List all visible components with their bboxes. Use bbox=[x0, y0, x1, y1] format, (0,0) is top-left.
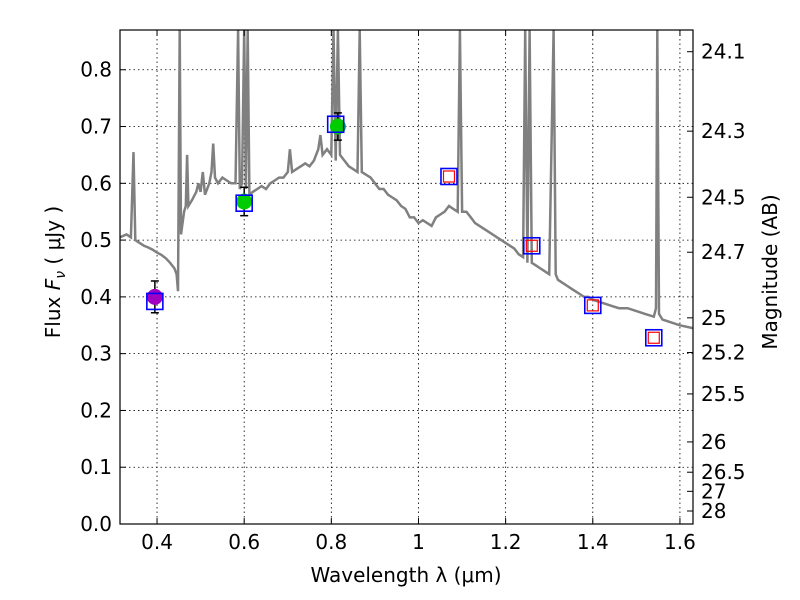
x-tick-label: 1.4 bbox=[577, 530, 609, 554]
y-axis-title-prefix: Flux bbox=[41, 290, 65, 338]
right-tick-label: 26 bbox=[701, 430, 726, 454]
right-tick-label: 26.5 bbox=[701, 460, 746, 484]
y-tick-label: 0.1 bbox=[80, 455, 112, 479]
y-tick-label: 0.2 bbox=[80, 398, 112, 422]
y-axis-title: Flux Fν ( μJy ) bbox=[41, 206, 69, 338]
predicted-point-square bbox=[525, 239, 538, 252]
right-tick-label: 24.7 bbox=[701, 240, 746, 264]
y-tick-label: 0.5 bbox=[80, 228, 112, 252]
model-photometry-square bbox=[644, 328, 663, 347]
right-tick-label: 25.2 bbox=[701, 341, 746, 365]
model-photometry-square bbox=[235, 194, 253, 212]
right-tick-label: 25.5 bbox=[701, 382, 746, 406]
y-tick-label: 0.0 bbox=[80, 512, 112, 536]
model-photometry-square bbox=[146, 292, 164, 311]
predicted-point-square bbox=[647, 331, 660, 344]
x-tick-label: 0.8 bbox=[315, 530, 347, 554]
x-tick-label: 1 bbox=[412, 530, 425, 554]
plot-frame bbox=[119, 29, 694, 525]
right-tick-label: 28 bbox=[701, 499, 726, 523]
y-tick-label: 0.3 bbox=[80, 342, 112, 366]
model-photometry-square bbox=[326, 115, 345, 134]
x-tick-label: 1.6 bbox=[664, 530, 696, 554]
y-axis-title-unit: ( μJy ) bbox=[41, 206, 65, 271]
axes-ticks bbox=[120, 30, 693, 525]
y-axis-title-symbol: F bbox=[41, 278, 65, 290]
predicted-point-square bbox=[586, 299, 599, 312]
grid-lines bbox=[120, 30, 693, 525]
data-points bbox=[146, 112, 663, 347]
y-tick-label: 0.8 bbox=[80, 58, 112, 82]
x-tick-label: 1.2 bbox=[490, 530, 522, 554]
x-tick-label: 0.6 bbox=[228, 530, 260, 554]
observed-point bbox=[329, 118, 346, 135]
y-axis-title-subscript: ν bbox=[53, 271, 69, 279]
model-photometry-square bbox=[522, 236, 541, 255]
x-tick-label: 0.4 bbox=[141, 530, 173, 554]
model-photometry-square bbox=[440, 167, 458, 186]
y-tick-label: 0.4 bbox=[80, 285, 112, 309]
right-tick-label: 27 bbox=[701, 479, 726, 503]
right-tick-label: 24.5 bbox=[701, 185, 746, 209]
right-tick-label: 24.3 bbox=[701, 119, 746, 143]
model-spectrum bbox=[120, 30, 693, 330]
right-tick-label: 24.1 bbox=[701, 40, 746, 64]
observed-point bbox=[236, 193, 253, 210]
model-spectrum-line bbox=[120, 30, 693, 330]
x-axis-title: Wavelength λ (μm) bbox=[310, 563, 501, 587]
model-photometry-square bbox=[583, 296, 602, 315]
right-axis-title: Magnitude (AB) bbox=[758, 194, 782, 349]
y-tick-label: 0.7 bbox=[80, 115, 112, 139]
predicted-point-square bbox=[442, 170, 456, 183]
right-tick-label: 25 bbox=[701, 306, 726, 330]
y-tick-label: 0.6 bbox=[80, 171, 112, 195]
observed-point bbox=[146, 288, 163, 305]
tick-labels: 0.4 0.6 0.8 1 1.2 1.4 1.6 0.0 0.1 0.2 0.3 0.4 0.5 0.6… bbox=[80, 40, 745, 554]
